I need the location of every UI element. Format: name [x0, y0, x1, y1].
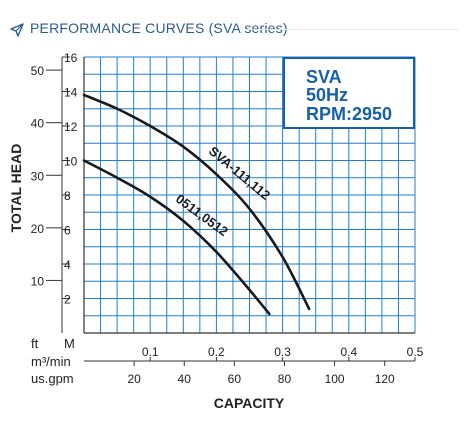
info-box-model: SVA [306, 67, 342, 87]
x-tick-label: 0.3 [274, 345, 291, 359]
x-axis-title: CAPACITY [214, 395, 285, 411]
y-tick-label: 12 [64, 120, 78, 134]
x-secondary-tick-label: 100 [325, 372, 345, 386]
y-secondary-tick-label: 50 [31, 64, 45, 78]
x-tick-label: 0.1 [142, 345, 159, 359]
paper-plane-icon [10, 23, 24, 37]
x-tick-label: 0.5 [407, 345, 424, 359]
curve-series-2 [82, 159, 271, 316]
y-primary-unit: M [64, 336, 75, 351]
x-primary-unit: m³/min [31, 354, 71, 369]
info-box [283, 57, 415, 129]
x-secondary-tick-label: 80 [278, 372, 292, 386]
y-axis-title: TOTAL HEAD [8, 144, 24, 233]
y-tick-label: 6 [64, 224, 71, 238]
x-tick-label: 0.4 [340, 345, 357, 359]
y-tick-label: 4 [64, 258, 71, 272]
chart-curves [82, 93, 311, 316]
y-secondary-tick-label: 10 [31, 274, 45, 288]
y-tick-label: 2 [64, 293, 71, 307]
info-box-frequency: 50Hz [306, 85, 348, 105]
y-secondary-tick-label: 30 [31, 169, 45, 183]
info-box-rpm: RPM:2950 [306, 104, 392, 124]
y-tick-label: 14 [64, 86, 78, 100]
y-secondary-unit: ft [31, 336, 39, 351]
x-tick-label: 0.2 [208, 345, 225, 359]
y-secondary-tick-label: 40 [31, 117, 45, 131]
x-secondary-tick-label: 40 [178, 372, 192, 386]
x-secondary-tick-label: 120 [375, 372, 395, 386]
x-secondary-tick-label: 60 [228, 372, 242, 386]
x-secondary-unit: us.gpm [31, 371, 74, 386]
section-header: PERFORMANCE CURVES (SVA series) [8, 18, 458, 42]
chart-axes [46, 56, 416, 366]
series-label: 0511,0512 [173, 191, 231, 239]
curve-series-1 [82, 93, 311, 311]
header-divider [246, 29, 458, 30]
y-tick-label: 16 [64, 51, 78, 65]
y-tick-label: 8 [64, 189, 71, 203]
y-secondary-tick-label: 20 [31, 222, 45, 236]
section-title: PERFORMANCE CURVES (SVA series) [30, 20, 288, 36]
y-tick-label: 10 [64, 155, 78, 169]
x-secondary-tick-label: 20 [127, 372, 141, 386]
